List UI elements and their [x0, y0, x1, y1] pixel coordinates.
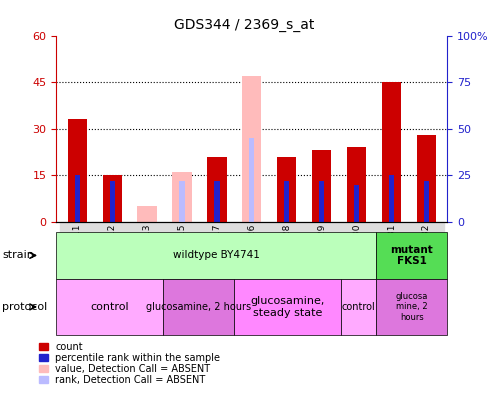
Bar — [269, 222, 304, 287]
Bar — [388, 175, 393, 222]
Text: strain: strain — [2, 250, 34, 261]
Text: GDS344 / 2369_s_at: GDS344 / 2369_s_at — [174, 18, 314, 32]
Bar — [318, 181, 324, 222]
Bar — [179, 181, 184, 222]
Bar — [129, 222, 164, 287]
Bar — [353, 185, 359, 222]
Text: glucosa
mine, 2
hours: glucosa mine, 2 hours — [395, 292, 427, 322]
Bar — [234, 222, 269, 287]
Text: control: control — [341, 302, 375, 312]
Bar — [109, 181, 115, 222]
Bar — [284, 181, 289, 222]
Bar — [249, 138, 254, 222]
Bar — [60, 222, 95, 287]
Bar — [102, 175, 122, 222]
Bar — [67, 119, 87, 222]
Bar — [416, 135, 435, 222]
Bar — [408, 222, 443, 287]
Text: glucosamine, 2 hours: glucosamine, 2 hours — [145, 302, 250, 312]
Bar — [339, 222, 373, 287]
Bar — [74, 175, 80, 222]
Text: percentile rank within the sample: percentile rank within the sample — [55, 352, 220, 363]
Text: rank, Detection Call = ABSENT: rank, Detection Call = ABSENT — [55, 375, 205, 385]
Bar — [214, 181, 219, 222]
Bar — [423, 181, 428, 222]
Bar — [304, 222, 339, 287]
Bar — [95, 222, 129, 287]
Bar — [172, 172, 191, 222]
Text: value, Detection Call = ABSENT: value, Detection Call = ABSENT — [55, 364, 210, 374]
Text: glucosamine,
steady state: glucosamine, steady state — [250, 296, 324, 318]
Bar — [381, 82, 400, 222]
Text: count: count — [55, 341, 82, 352]
Bar — [346, 147, 366, 222]
Text: mutant
FKS1: mutant FKS1 — [390, 245, 432, 266]
Bar — [277, 156, 296, 222]
Text: wildtype BY4741: wildtype BY4741 — [172, 250, 259, 261]
Bar — [311, 150, 330, 222]
Text: control: control — [90, 302, 129, 312]
Text: protocol: protocol — [2, 302, 48, 312]
Bar — [373, 222, 408, 287]
Bar — [242, 76, 261, 222]
Bar — [137, 206, 156, 222]
Bar — [164, 222, 199, 287]
Bar — [199, 222, 234, 287]
Bar — [207, 156, 226, 222]
